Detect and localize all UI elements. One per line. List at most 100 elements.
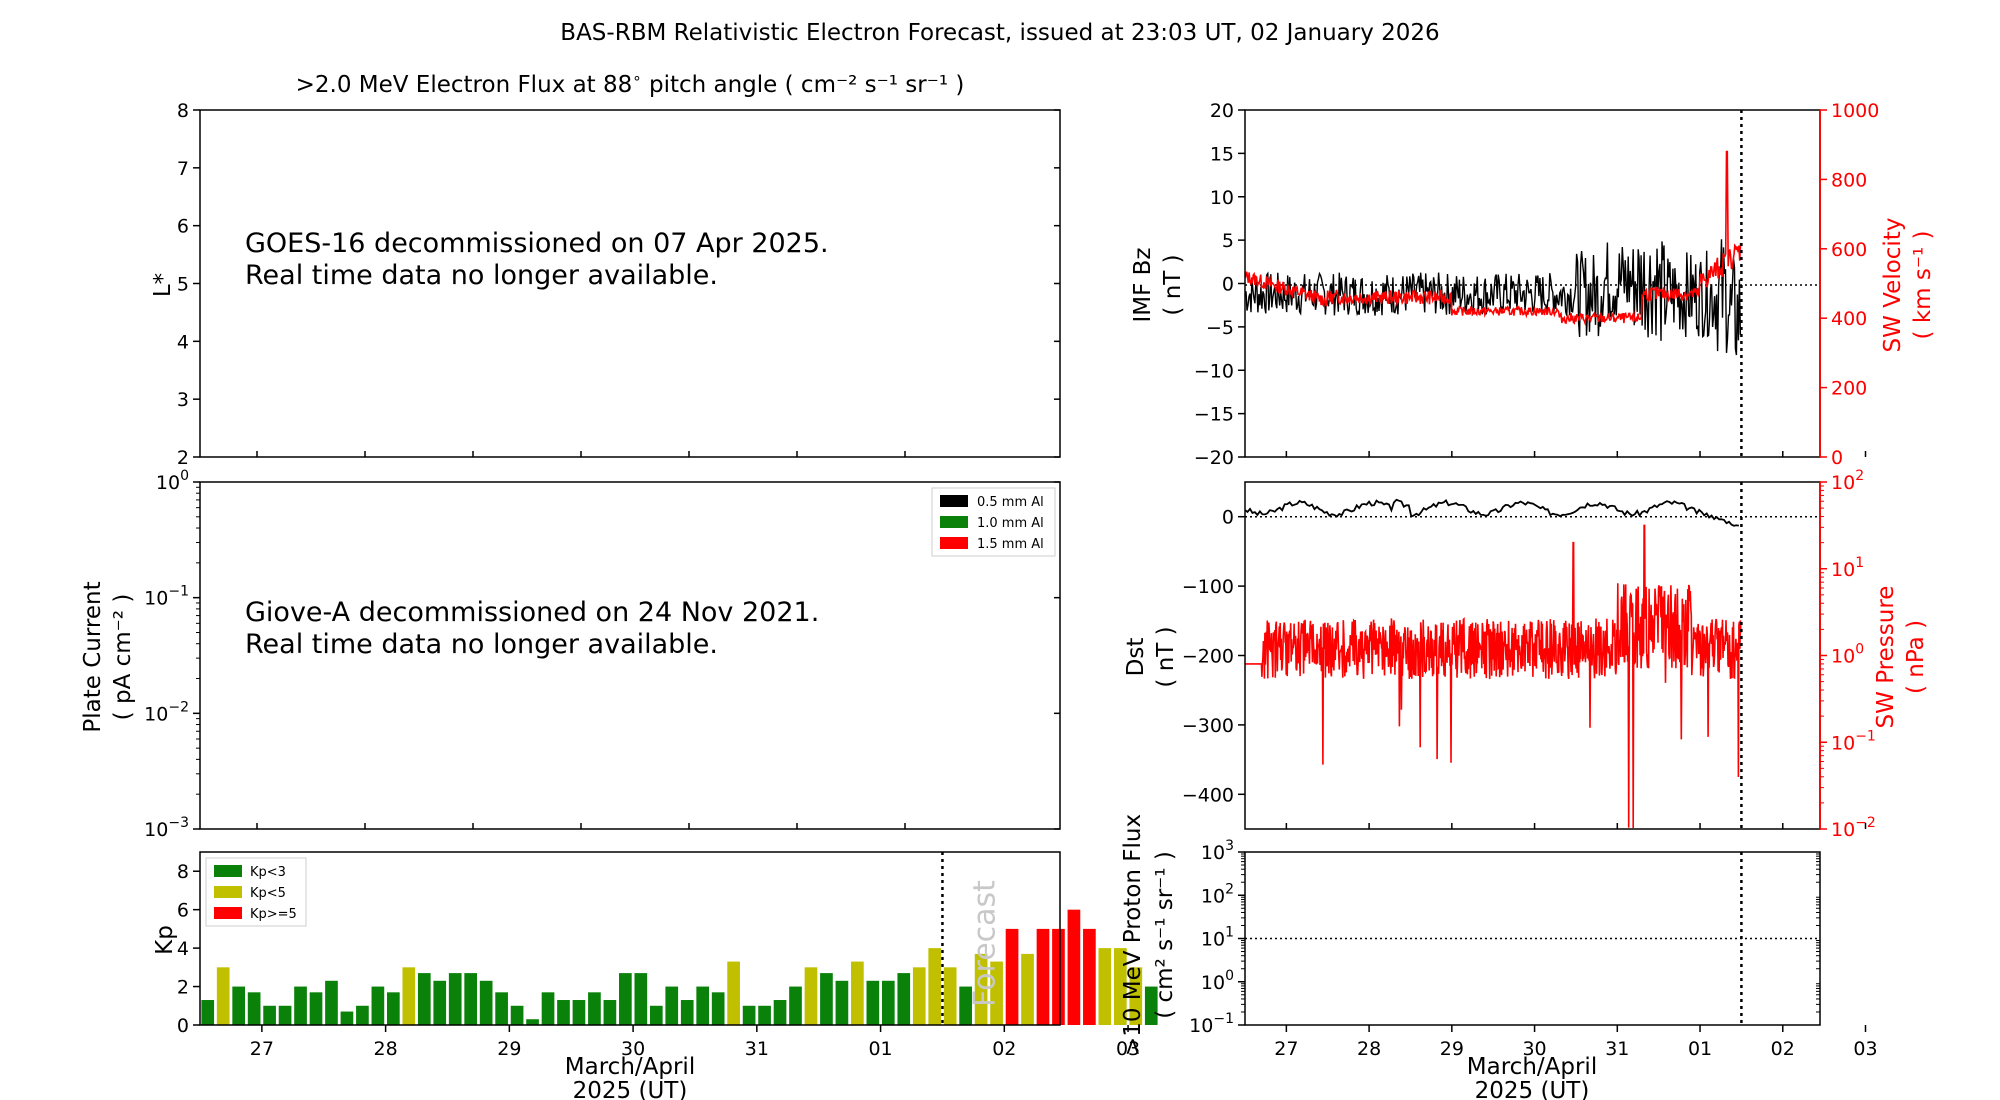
swp-tick-label-0: 102 <box>1831 468 1864 494</box>
kp-bar-56 <box>1067 909 1081 1025</box>
kp-bar-8 <box>325 980 338 1025</box>
kp-bar-32 <box>696 986 710 1025</box>
kp-tick-label-4: 8 <box>177 861 189 883</box>
kp-bar-27 <box>619 973 632 1025</box>
plate-current-note-2: Real time data no longer available. <box>245 629 718 660</box>
proton-tick-label-1: 102 <box>1201 881 1234 907</box>
plate-current-ylabel: Plate Current <box>80 581 106 732</box>
electron-flux-panel: >2.0 MeV Electron Flux at 88∘ pitch angl… <box>150 69 1061 469</box>
kp-bar-30 <box>665 986 679 1025</box>
legend-swatch-kp-ge5 <box>214 907 242 919</box>
proton-x-tick-label-2: 29 <box>1440 1038 1464 1060</box>
kp-y-ticks: 0 2 4 6 8 <box>177 861 200 1037</box>
kp-bar-28 <box>634 973 648 1025</box>
kp-x-tick-label-5: 01 <box>868 1038 892 1060</box>
lstar-tick-label-5: 7 <box>177 158 189 180</box>
kp-tick-label-0: 0 <box>177 1015 189 1037</box>
kp-bar-1 <box>216 967 230 1025</box>
proton-tick-label-4: 10−1 <box>1189 1011 1234 1037</box>
kp-x-tick-label-4: 31 <box>745 1038 769 1060</box>
sw-pressure-ylabel: SW Pressure <box>1873 586 1899 729</box>
kp-bar-55 <box>1052 928 1065 1025</box>
dst-yunit: ( nT ) <box>1153 626 1179 687</box>
kp-bar-43 <box>866 980 880 1025</box>
legend-swatch-15mm <box>940 537 968 549</box>
swp-tick-label-2: 100 <box>1831 642 1864 668</box>
dst-tick-label-1: −100 <box>1182 576 1234 598</box>
kp-bar-51 <box>990 961 1003 1025</box>
kp-bar-4 <box>263 1005 276 1025</box>
kp-bar-11 <box>371 986 385 1025</box>
imf-tick-label-2: 10 <box>1210 187 1234 209</box>
kp-bar-61 <box>1144 986 1158 1025</box>
legend-label-15mm: 1.5 mm Al <box>977 537 1044 552</box>
swp-tick-label-1: 101 <box>1831 555 1864 581</box>
sw-velocity-yunit: ( km s⁻¹ ) <box>1910 231 1936 340</box>
figure-title: BAS-RBM Relativistic Electron Forecast, … <box>560 20 1439 46</box>
imf-x-ticks <box>1285 451 1867 457</box>
kp-bar-14 <box>417 973 431 1025</box>
proton-yunit: ( cm² s⁻¹ sr⁻¹ ) <box>1152 851 1178 1019</box>
kp-bar-36 <box>758 1005 771 1025</box>
imf-tick-label-6: −10 <box>1194 360 1234 382</box>
imf-tick-label-5: −5 <box>1206 317 1234 339</box>
kp-bar-12 <box>387 992 400 1025</box>
imf-tick-label-4: 0 <box>1222 274 1234 296</box>
imf-tick-label-1: 15 <box>1210 143 1234 165</box>
sw-velocity-ylabel: SW Velocity <box>1880 218 1906 353</box>
lstar-tick-label-0: 2 <box>177 447 189 469</box>
imf-tick-label-8: −20 <box>1194 447 1234 469</box>
proton-x-ticks: 27 28 29 30 31 01 02 03 <box>1274 1025 1878 1060</box>
imf-y-ticks: 20 15 10 5 0 −5 −10 −15 −20 <box>1194 100 1245 469</box>
kp-x-tick-label-2: 29 <box>497 1038 521 1060</box>
kp-bar-25 <box>588 992 601 1025</box>
plate-current-legend: 0.5 mm Al 1.0 mm Al 1.5 mm Al <box>931 487 1056 557</box>
kp-x-tick-label-3: 30 <box>621 1038 645 1060</box>
kp-bar-54 <box>1036 928 1050 1025</box>
kp-bar-44 <box>881 980 895 1025</box>
dst-y-ticks: 0 −100 −200 −300 −400 <box>1182 507 1245 806</box>
lstar-tick-label-6: 8 <box>177 100 189 122</box>
vsw-tick-label-3: 400 <box>1831 308 1867 330</box>
sw-velocity-y-ticks: 1000 800 600 400 200 0 <box>1820 100 1879 469</box>
electron-flux-y-ticks: 2 3 4 5 6 7 8 <box>177 100 1060 469</box>
kp-tick-label-3: 6 <box>177 900 189 922</box>
kp-bar-49 <box>959 986 972 1025</box>
kp-bar-52 <box>1005 928 1019 1025</box>
kp-bar-19 <box>495 992 508 1025</box>
vsw-tick-label-0: 1000 <box>1831 100 1879 122</box>
kp-x-tick-label-1: 28 <box>374 1038 398 1060</box>
kp-bar-21 <box>526 1019 539 1025</box>
electron-flux-x-ticks <box>256 451 906 457</box>
kp-bar-35 <box>742 1005 756 1025</box>
kp-bar-45 <box>897 973 911 1025</box>
lstar-tick-label-3: 5 <box>177 274 189 296</box>
dst-tick-label-0: 0 <box>1222 507 1234 529</box>
kp-bar-2 <box>232 986 246 1025</box>
dst-tick-label-2: −200 <box>1182 646 1234 668</box>
proton-ylabel: >10 MeV Proton Flux <box>1120 814 1146 1056</box>
plate-tick-label-3: 10−3 <box>144 815 189 841</box>
kp-x-tick-label-7: 03 <box>1116 1038 1140 1060</box>
kp-bar-29 <box>649 1005 663 1025</box>
kp-bar-5 <box>278 1005 292 1025</box>
swp-tick-label-3: 10−1 <box>1831 728 1876 754</box>
kp-xlabel-line1: March/April <box>565 1054 695 1080</box>
electron-flux-note-2: Real time data no longer available. <box>245 260 718 291</box>
proton-x-tick-label-6: 02 <box>1771 1038 1795 1060</box>
electron-flux-title: >2.0 MeV Electron Flux at 88∘ pitch angl… <box>296 69 965 98</box>
kp-bar-26 <box>603 1000 617 1025</box>
kp-bar-24 <box>572 1000 586 1025</box>
vsw-tick-label-5: 0 <box>1831 447 1843 469</box>
kp-bar-20 <box>510 1005 524 1025</box>
vsw-tick-label-2: 600 <box>1831 239 1867 261</box>
plate-tick-label-2: 10−2 <box>144 699 189 725</box>
kp-bar-39 <box>804 967 818 1025</box>
kp-tick-label-2: 4 <box>177 938 189 960</box>
sw-pressure-yunit: ( nPa ) <box>1903 620 1929 694</box>
dst-tick-label-3: −300 <box>1182 715 1234 737</box>
imf-ylabel: IMF Bz <box>1130 247 1156 322</box>
proton-x-tick-label-4: 31 <box>1605 1038 1629 1060</box>
lstar-tick-label-4: 6 <box>177 216 189 238</box>
